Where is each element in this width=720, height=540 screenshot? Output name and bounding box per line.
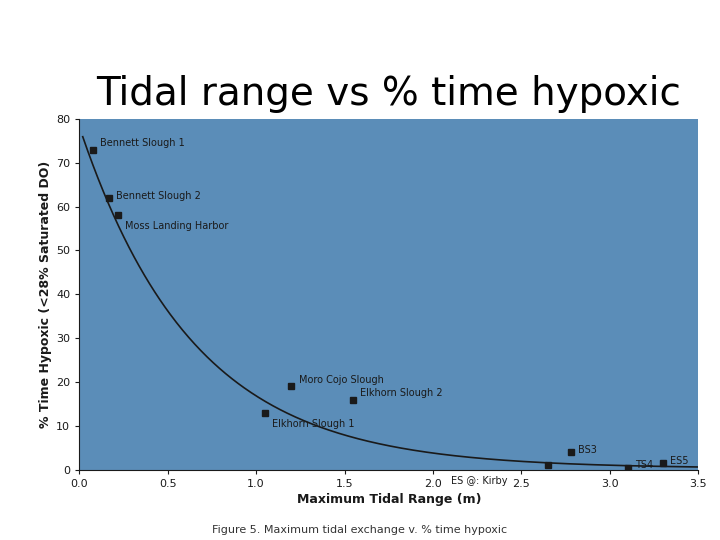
Text: Figure 5. Maximum tidal exchange v. % time hypoxic: Figure 5. Maximum tidal exchange v. % ti… bbox=[212, 524, 508, 535]
Title: Tidal range vs % time hypoxic: Tidal range vs % time hypoxic bbox=[96, 75, 681, 113]
Text: ES @: Kirby: ES @: Kirby bbox=[451, 476, 507, 486]
Text: Elkhorn Slough 1: Elkhorn Slough 1 bbox=[272, 418, 354, 429]
Text: BS3: BS3 bbox=[578, 445, 597, 455]
Text: ES5: ES5 bbox=[670, 456, 688, 466]
Text: Bennett Slough 2: Bennett Slough 2 bbox=[117, 191, 201, 200]
Text: Bennett Slough 1: Bennett Slough 1 bbox=[100, 138, 185, 148]
Text: TS4: TS4 bbox=[635, 461, 653, 470]
Text: Moro Cojo Slough: Moro Cojo Slough bbox=[299, 375, 384, 385]
Y-axis label: % Time Hypoxic (<28% Saturated DO): % Time Hypoxic (<28% Saturated DO) bbox=[39, 161, 52, 428]
Text: Moss Landing Harbor: Moss Landing Harbor bbox=[125, 221, 228, 231]
X-axis label: Maximum Tidal Range (m): Maximum Tidal Range (m) bbox=[297, 493, 481, 506]
Text: Elkhorn Slough 2: Elkhorn Slough 2 bbox=[361, 388, 443, 398]
